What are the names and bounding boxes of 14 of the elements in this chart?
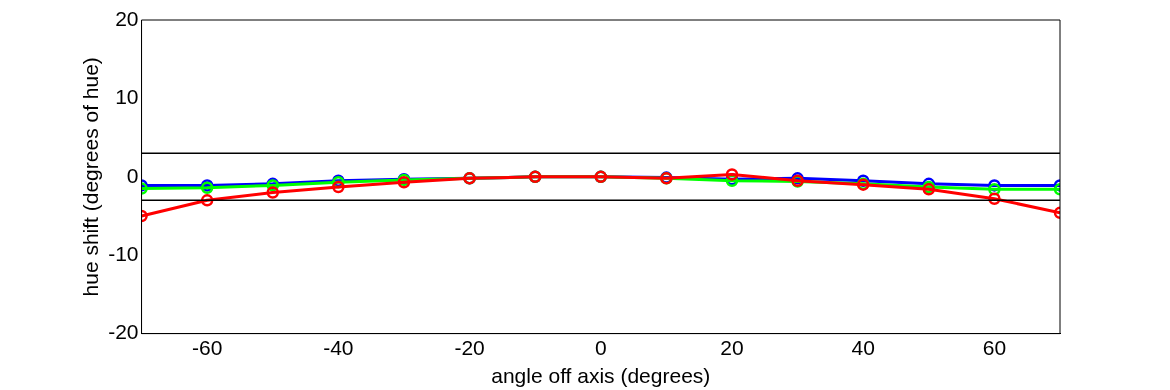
- y-tick-label: -20: [108, 320, 139, 344]
- x-tick-label: 0: [594, 336, 607, 359]
- x-tick-label: 60: [982, 336, 1007, 359]
- x-axis-title: angle off axis (degrees): [491, 364, 711, 388]
- y-axis-title: hue shift (degrees of hue): [79, 57, 103, 297]
- x-tick-label: 40: [851, 336, 875, 359]
- x-tick-label: 20: [720, 336, 744, 359]
- y-tick-label: 10: [115, 85, 139, 109]
- x-tick-label: -20: [454, 336, 485, 359]
- y-tick-label: 0: [126, 163, 139, 187]
- y-tick-label: -10: [108, 242, 139, 265]
- x-tick-label: -60: [191, 336, 223, 359]
- y-tick-label: 20: [115, 6, 139, 30]
- x-tick-label: -40: [323, 336, 354, 359]
